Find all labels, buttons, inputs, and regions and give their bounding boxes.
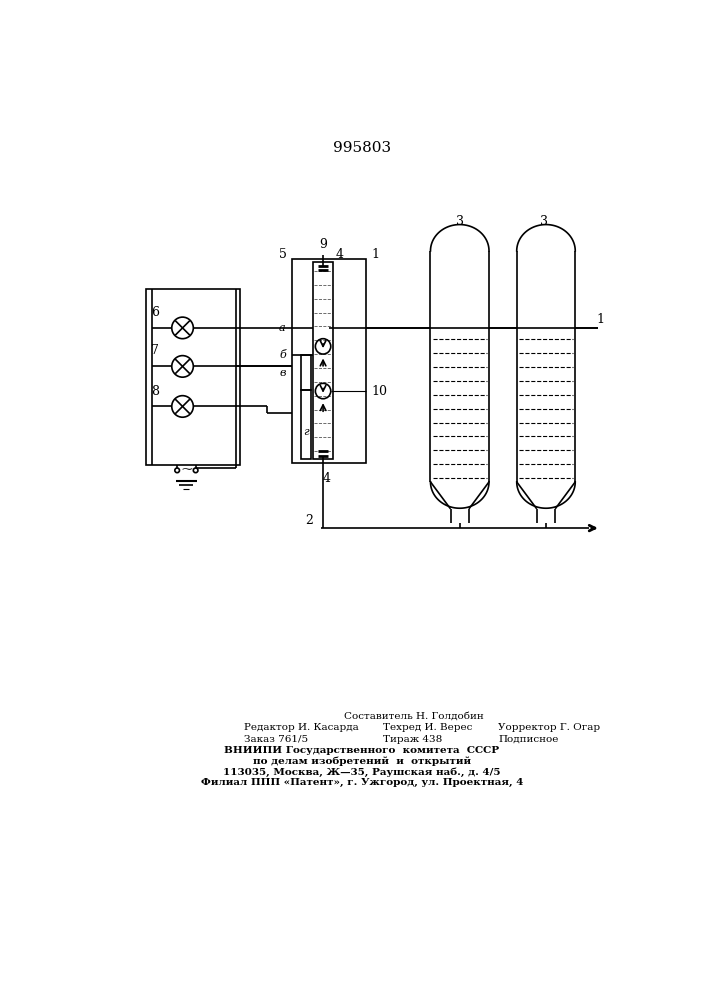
Text: 10: 10 xyxy=(372,385,387,398)
Text: 9: 9 xyxy=(319,238,327,251)
Text: 5: 5 xyxy=(279,248,286,261)
Text: 1: 1 xyxy=(371,248,379,261)
Text: Подписное: Подписное xyxy=(498,735,559,744)
Text: Тираж 438: Тираж 438 xyxy=(382,735,442,744)
Bar xyxy=(301,355,311,389)
Bar xyxy=(301,390,311,459)
Text: 6: 6 xyxy=(151,306,159,319)
Text: 8: 8 xyxy=(151,385,159,398)
Text: г: г xyxy=(303,427,308,437)
Text: 1: 1 xyxy=(596,313,604,326)
Text: 4: 4 xyxy=(323,472,331,485)
Text: 7: 7 xyxy=(151,344,159,358)
Text: 113035, Москва, Ж—35, Раушская наб., д. 4/5: 113035, Москва, Ж—35, Раушская наб., д. … xyxy=(223,767,501,777)
Text: ~: ~ xyxy=(180,463,193,477)
Text: Техред И. Верес: Техред И. Верес xyxy=(382,723,472,732)
Text: б: б xyxy=(279,350,286,360)
Text: в: в xyxy=(279,368,286,378)
Bar xyxy=(146,289,240,465)
Text: ВНИИПИ Государственного  комитета  СССР: ВНИИПИ Государственного комитета СССР xyxy=(224,746,500,755)
Bar xyxy=(312,262,334,459)
Text: 3: 3 xyxy=(456,215,464,228)
Text: по делам изобретений  и  открытий: по делам изобретений и открытий xyxy=(253,757,471,766)
Text: Составитель Н. Голдобин: Составитель Н. Голдобин xyxy=(344,711,484,720)
Text: 2: 2 xyxy=(305,514,313,527)
Text: Заказ 761/5: Заказ 761/5 xyxy=(244,735,308,744)
Text: Редактор И. Касарда: Редактор И. Касарда xyxy=(244,723,359,732)
Text: 4: 4 xyxy=(336,248,344,261)
Text: а: а xyxy=(279,323,286,333)
Text: 3: 3 xyxy=(540,215,549,228)
Bar xyxy=(292,259,366,463)
Text: 995803: 995803 xyxy=(333,141,391,155)
Text: Уорректор Г. Огар: Уорректор Г. Огар xyxy=(498,723,600,732)
Text: Филиал ППП «Патент», г. Ужгород, ул. Проектная, 4: Филиал ППП «Патент», г. Ужгород, ул. Про… xyxy=(201,778,523,787)
